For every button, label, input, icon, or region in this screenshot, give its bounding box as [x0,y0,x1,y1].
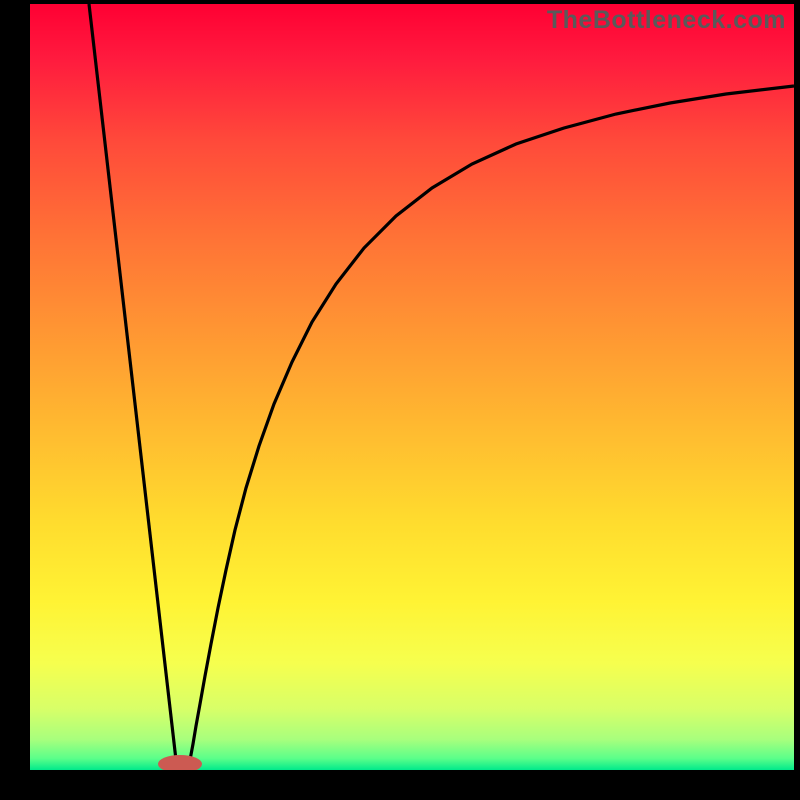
bottleneck-curve [30,4,794,770]
chart-container: TheBottleneck.com [0,0,800,800]
minimum-marker [158,755,202,770]
plot-area [30,4,794,770]
watermark-text: TheBottleneck.com [547,6,786,35]
